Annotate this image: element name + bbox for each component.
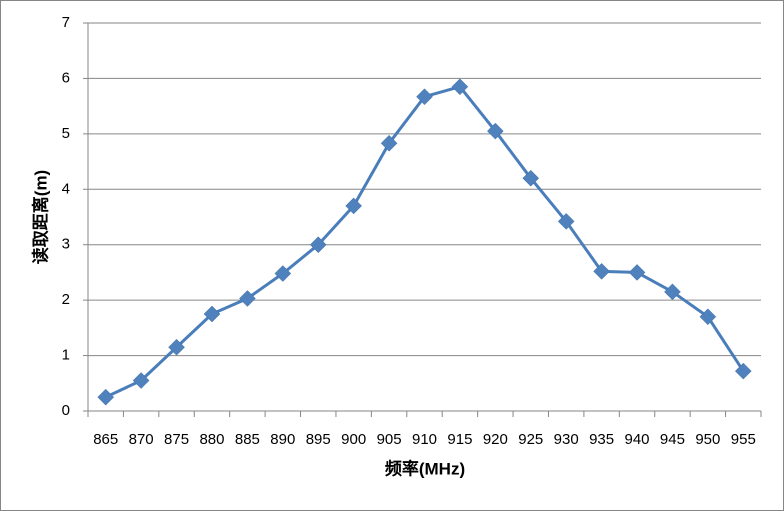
x-tick-label: 895 bbox=[306, 431, 331, 448]
data-point bbox=[522, 169, 540, 187]
x-tick-label: 905 bbox=[377, 431, 402, 448]
data-point bbox=[168, 338, 185, 356]
x-tick-label: 915 bbox=[447, 431, 472, 448]
data-point bbox=[274, 265, 292, 282]
data-point bbox=[97, 388, 115, 406]
data-point bbox=[239, 290, 256, 307]
y-tick-label: 6 bbox=[62, 69, 70, 86]
y-tick-label: 2 bbox=[62, 291, 70, 308]
x-tick-label: 955 bbox=[731, 431, 756, 448]
data-point bbox=[451, 78, 469, 96]
x-tick-label: 930 bbox=[554, 431, 579, 448]
y-tick-label: 7 bbox=[62, 14, 70, 31]
data-point bbox=[380, 134, 398, 152]
x-tick-label: 950 bbox=[695, 431, 720, 448]
data-point bbox=[557, 213, 575, 230]
y-tick-label: 5 bbox=[62, 125, 70, 142]
y-tick-label: 1 bbox=[62, 347, 70, 364]
x-tick-label: 940 bbox=[625, 431, 650, 448]
x-tick-label: 945 bbox=[660, 431, 685, 448]
x-tick-label: 870 bbox=[129, 431, 154, 448]
y-tick-label: 4 bbox=[62, 180, 70, 197]
x-axis-title: 频率(MHz) bbox=[385, 458, 465, 478]
x-tick-label: 890 bbox=[270, 431, 295, 448]
data-point bbox=[203, 305, 221, 323]
data-point bbox=[593, 262, 610, 280]
data-point bbox=[628, 264, 646, 281]
data-point bbox=[699, 308, 717, 326]
y-tick-label: 3 bbox=[62, 236, 70, 253]
x-tick-label: 910 bbox=[412, 431, 437, 448]
data-point bbox=[345, 197, 363, 215]
data-point bbox=[132, 372, 150, 389]
y-axis-title: 读取距离(m) bbox=[30, 170, 50, 264]
data-point bbox=[734, 362, 752, 380]
x-tick-label: 935 bbox=[589, 431, 614, 448]
x-tick-label: 880 bbox=[199, 431, 224, 448]
data-point bbox=[416, 88, 433, 106]
data-point bbox=[486, 122, 504, 140]
x-tick-label: 865 bbox=[93, 431, 118, 448]
x-tick-label: 920 bbox=[483, 431, 508, 448]
data-point bbox=[664, 283, 681, 301]
data-point bbox=[309, 236, 327, 254]
x-tick-label: 900 bbox=[341, 431, 366, 448]
x-tick-label: 875 bbox=[164, 431, 189, 448]
y-tick-label: 0 bbox=[62, 402, 70, 419]
x-tick-label: 925 bbox=[518, 431, 543, 448]
x-tick-label: 885 bbox=[235, 431, 260, 448]
